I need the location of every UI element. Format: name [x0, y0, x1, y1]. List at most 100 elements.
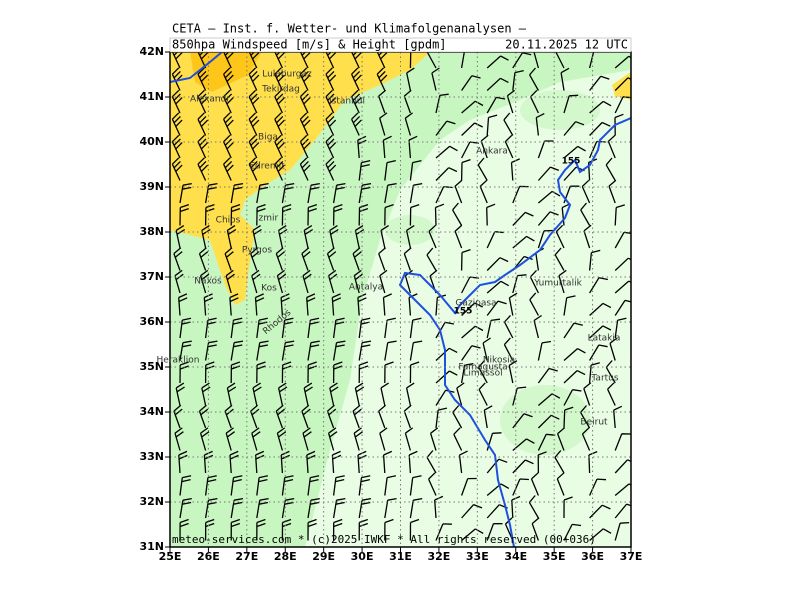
- field-green: [520, 90, 600, 130]
- wind-barb: [351, 112, 362, 136]
- wind-barb: [306, 293, 316, 316]
- wind-barb: [563, 145, 586, 159]
- wind-barb: [614, 521, 630, 541]
- wind-barb: [224, 247, 234, 271]
- wind-barb: [409, 361, 420, 384]
- lon-tick-label: 34E: [504, 550, 527, 563]
- wind-barb: [199, 427, 210, 451]
- wind-barb: [384, 497, 397, 519]
- wind-barb: [563, 295, 576, 316]
- wind-barb: [461, 528, 484, 541]
- wind-barb: [434, 203, 445, 226]
- wind-barb: [252, 382, 262, 406]
- wind-barb: [274, 67, 285, 91]
- wind-barb: [460, 248, 471, 271]
- wind-barb: [486, 300, 507, 316]
- wind-barb: [435, 347, 458, 361]
- contour-label: 155: [454, 307, 473, 317]
- lon-tick-label: 28E: [274, 550, 297, 563]
- wind-barb: [225, 269, 235, 294]
- wind-barb: [230, 182, 244, 204]
- wind-barb: [329, 382, 339, 406]
- wind-barb: [275, 404, 286, 429]
- wind-barb: [380, 225, 389, 249]
- wind-barb: [503, 112, 514, 136]
- wind-barb: [461, 503, 483, 519]
- wind-barb: [230, 475, 243, 496]
- wind-barb: [435, 120, 456, 136]
- wind-barb: [379, 112, 388, 136]
- wind-barb: [589, 478, 607, 496]
- wind-barb: [537, 393, 561, 406]
- place-label: Tartus: [590, 374, 618, 384]
- wind-barb: [589, 302, 612, 316]
- lat-tick-label: 31N: [139, 540, 164, 553]
- wind-barb: [608, 179, 617, 204]
- wind-barb: [384, 317, 396, 339]
- place-label: Edremit: [249, 162, 285, 172]
- lon-tick-label: 26E: [197, 550, 220, 563]
- wind-barb: [299, 67, 311, 91]
- wind-barb: [589, 100, 612, 114]
- wind-barb: [403, 404, 412, 429]
- wind-barb: [588, 249, 601, 271]
- wind-barb: [332, 475, 345, 496]
- wind-barb: [508, 360, 518, 384]
- wind-barb: [529, 67, 539, 91]
- wind-barb: [563, 523, 582, 541]
- wind-barb: [403, 89, 412, 114]
- wind-barb: [614, 299, 631, 316]
- wind-barb: [179, 340, 192, 361]
- wind-barb: [409, 340, 423, 361]
- wind-barb: [332, 317, 345, 339]
- field-green: [500, 385, 590, 455]
- wind-barb: [281, 317, 294, 339]
- wind-barb: [486, 458, 508, 474]
- lat-tick-label: 40N: [139, 135, 164, 148]
- lon-tick-label: 33E: [466, 550, 489, 563]
- wind-barb: [556, 427, 565, 451]
- wind-barb: [281, 475, 294, 496]
- wind-barb: [301, 404, 311, 429]
- wind-barb: [614, 113, 624, 136]
- wind-barb: [512, 478, 529, 496]
- wind-barb: [512, 438, 535, 451]
- wind-barb: [460, 158, 471, 181]
- wind-barb: [563, 94, 579, 114]
- wind-barb: [456, 382, 465, 406]
- wind-barb: [256, 475, 269, 496]
- place-label: Ankara: [476, 147, 508, 157]
- wind-barb: [589, 344, 608, 361]
- place-label: Famagusta: [458, 363, 507, 373]
- wind-barb: [230, 317, 243, 339]
- wind-barb: [299, 134, 311, 159]
- place-label: Pyrgos: [242, 246, 273, 256]
- wind-barb: [461, 75, 481, 91]
- lat-tick-label: 41N: [139, 90, 164, 103]
- contour-label: 155: [562, 157, 581, 167]
- wind-barb: [478, 382, 488, 406]
- wind-barb: [175, 225, 186, 249]
- wind-barb: [178, 450, 188, 474]
- wind-barb: [512, 413, 533, 429]
- wind-barb: [554, 247, 565, 271]
- wind-barb: [486, 318, 501, 339]
- wind-barb: [614, 433, 631, 451]
- wind-barb: [563, 406, 574, 429]
- wind-barb: [461, 325, 484, 339]
- wind-barb: [581, 179, 591, 204]
- wind-barb: [409, 52, 412, 69]
- wind-barb: [537, 211, 559, 226]
- wind-barb: [614, 257, 631, 271]
- wind-barb: [179, 518, 189, 541]
- wind-barb: [460, 477, 477, 496]
- wind-barb: [307, 317, 320, 339]
- wind-barb: [461, 122, 483, 136]
- wind-barb: [583, 224, 592, 249]
- wind-barb: [461, 302, 483, 316]
- wind-barb: [483, 405, 493, 429]
- wind-barb: [583, 382, 592, 406]
- place-label: Istanbul: [329, 97, 365, 107]
- wind-barb: [478, 359, 488, 384]
- wind-barb: [248, 89, 260, 114]
